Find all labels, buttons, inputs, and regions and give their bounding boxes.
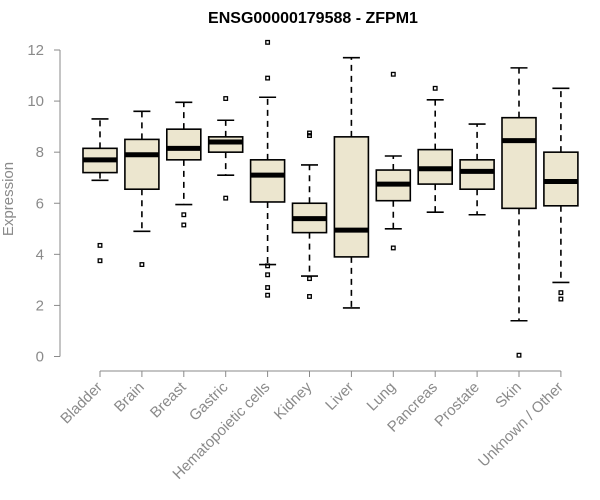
box-liver	[333, 56, 370, 309]
plot-area	[82, 39, 579, 358]
x-tick-label: Brain	[111, 379, 148, 416]
box-hematopoietic-cells	[249, 39, 286, 298]
box-pancreas	[417, 85, 454, 213]
iqr-box	[543, 151, 579, 207]
y-tick-label: 6	[36, 195, 44, 212]
x-tick-label: Prostate	[431, 379, 483, 431]
y-axis: 0 2 4 6 8 10 12	[27, 42, 61, 366]
outlier-point	[97, 258, 103, 264]
y-tick-label: 2	[36, 297, 44, 314]
outlier-point	[139, 262, 145, 267]
outlier-point	[307, 130, 312, 136]
x-tick-label: Lung	[364, 379, 400, 415]
box-unknown-other	[543, 87, 579, 302]
outlier-point	[265, 39, 271, 45]
iqr-box	[249, 159, 286, 203]
iqr-box	[459, 159, 495, 191]
y-tick-label: 10	[27, 93, 44, 110]
box-bladder	[82, 118, 118, 264]
outlier-point	[558, 296, 564, 302]
outlier-point	[390, 245, 396, 251]
box-breast	[166, 101, 202, 228]
box-kidney	[291, 130, 328, 299]
y-axis-label: Expression	[0, 162, 17, 236]
y-tick-label: 4	[36, 246, 44, 263]
chart-title: ENSG00000179588 - ZFPM1	[208, 10, 418, 27]
outlier-point	[265, 75, 271, 81]
y-tick-label: 8	[36, 144, 44, 161]
box-lung	[375, 71, 412, 251]
outlier-point	[265, 272, 271, 278]
outlier-point	[390, 71, 396, 77]
x-tick-label: Breast	[147, 378, 190, 421]
x-tick-label: Liver	[322, 379, 357, 414]
iqr-box	[207, 136, 244, 153]
x-tick-label: Kidney	[271, 378, 316, 423]
x-tick-label: Skin	[492, 379, 525, 412]
outlier-point	[265, 263, 271, 269]
y-tick-label: 0	[36, 349, 44, 366]
outlier-point	[97, 242, 103, 248]
outlier-point	[181, 212, 187, 218]
outlier-point	[265, 285, 271, 290]
iqr-box	[333, 136, 370, 258]
x-tick-label: Bladder	[57, 379, 106, 428]
outlier-point	[307, 133, 312, 139]
iqr-box	[166, 128, 202, 161]
box-gastric	[207, 96, 244, 201]
y-tick-label: 12	[27, 42, 44, 59]
outlier-point	[516, 352, 522, 358]
outlier-point	[265, 292, 271, 298]
box-prostate	[459, 123, 495, 216]
outlier-point	[223, 96, 229, 101]
iqr-box	[124, 138, 160, 191]
outlier-point	[181, 222, 187, 228]
outlier-point	[558, 290, 564, 296]
outlier-point	[223, 195, 229, 201]
outlier-point	[307, 276, 312, 282]
outlier-point	[432, 85, 438, 91]
iqr-box	[501, 116, 537, 210]
outlier-point	[307, 294, 312, 299]
box-brain	[124, 110, 160, 267]
box-skin	[501, 67, 537, 358]
